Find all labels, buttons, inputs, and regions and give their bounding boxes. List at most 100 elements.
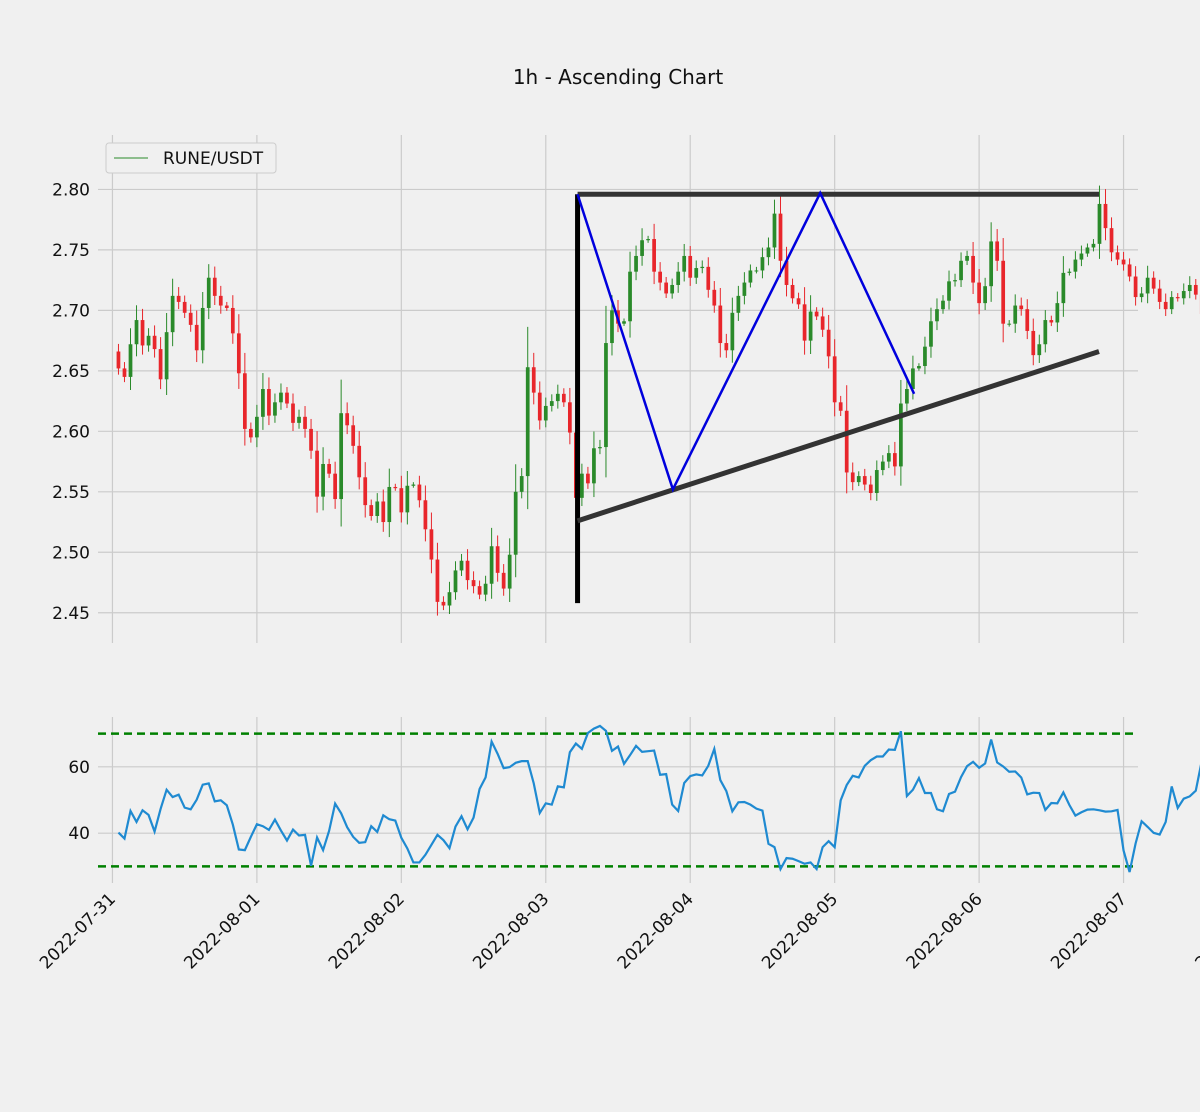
candle-body: [303, 417, 307, 429]
candle-body: [538, 393, 542, 421]
candle-body: [189, 313, 193, 325]
candle-body: [117, 352, 121, 369]
candle-body: [827, 330, 831, 357]
candle-body: [947, 281, 951, 300]
candle-body: [869, 485, 873, 493]
candle-body: [1098, 204, 1102, 244]
candle-body: [550, 401, 554, 406]
candle-body: [321, 464, 325, 497]
candle-body: [815, 312, 819, 317]
candle-body: [412, 485, 416, 486]
candle-body: [466, 561, 470, 580]
candle-body: [1092, 244, 1096, 248]
price-y-tick-label: 2.70: [52, 301, 90, 321]
candle-body: [1128, 264, 1132, 276]
candle-body: [1025, 309, 1029, 331]
candle-body: [1055, 303, 1059, 322]
candle-body: [1182, 291, 1186, 298]
candle-body: [737, 296, 741, 313]
candle-body: [670, 285, 674, 293]
candle-body: [676, 272, 680, 285]
candle-body: [953, 280, 957, 281]
candle-body: [1001, 261, 1005, 324]
candle-body: [1152, 278, 1156, 289]
candle-body: [147, 336, 151, 346]
candle-body: [965, 256, 969, 261]
candle-body: [1080, 254, 1084, 260]
candle-body: [351, 425, 355, 446]
candle-body: [399, 488, 403, 512]
candle-body: [544, 406, 548, 421]
candle-body: [430, 529, 434, 559]
candle-body: [622, 321, 626, 323]
candle-body: [905, 389, 909, 404]
candle-body: [646, 239, 650, 240]
candle-body: [863, 476, 867, 484]
candle-body: [1170, 297, 1174, 309]
candle-body: [123, 368, 127, 376]
candle-body: [857, 476, 861, 482]
candle-body: [1116, 252, 1120, 259]
candle-body: [977, 283, 981, 304]
candle-body: [1146, 278, 1150, 294]
candle-body: [219, 296, 223, 306]
price-y-tick-label: 2.80: [52, 180, 90, 200]
candle-body: [664, 283, 668, 294]
candle-body: [478, 586, 482, 594]
price-y-tick-label: 2.50: [52, 543, 90, 563]
candle-body: [327, 464, 331, 474]
candle-body: [339, 413, 343, 499]
candle-body: [604, 343, 608, 447]
candle-body: [1158, 289, 1162, 302]
candle-body: [442, 602, 446, 606]
candle-body: [881, 462, 885, 470]
candle-body: [1164, 302, 1168, 309]
candle-body: [291, 404, 295, 423]
candle-body: [532, 367, 536, 392]
candle-body: [267, 389, 271, 416]
candle-body: [201, 308, 205, 350]
candle-body: [592, 448, 596, 483]
candle-body: [749, 270, 753, 282]
candle-body: [249, 429, 253, 437]
candle-body: [213, 278, 217, 296]
candle-body: [580, 474, 584, 498]
candle-body: [773, 214, 777, 248]
candle-body: [845, 411, 849, 473]
candle-body: [1037, 344, 1041, 355]
candle-body: [195, 325, 199, 350]
candle-body: [989, 241, 993, 286]
candle-body: [1074, 260, 1078, 272]
candle-body: [724, 343, 728, 350]
candle-body: [261, 389, 265, 417]
candle-body: [1110, 228, 1114, 252]
candle-body: [1194, 285, 1198, 295]
candle-body: [694, 268, 698, 278]
candle-body: [460, 561, 464, 571]
rsi-y-tick-label: 60: [68, 758, 90, 778]
candle-body: [556, 394, 560, 401]
candle-body: [791, 285, 795, 298]
candle-body: [1104, 204, 1108, 228]
candle-body: [1140, 293, 1144, 297]
candle-body: [1188, 285, 1192, 291]
candle-body: [448, 592, 452, 605]
candle-body: [496, 546, 500, 573]
candle-body: [598, 447, 602, 448]
candle-body: [333, 474, 337, 499]
candle-body: [1019, 306, 1023, 310]
candle-body: [1122, 260, 1126, 265]
price-y-tick-label: 2.45: [52, 604, 90, 624]
candle-body: [183, 302, 187, 313]
candle-body: [490, 546, 494, 583]
candle-body: [839, 402, 843, 410]
price-y-tick-label: 2.65: [52, 362, 90, 382]
candle-body: [652, 239, 656, 272]
candle-body: [309, 429, 313, 451]
candle-body: [755, 270, 759, 271]
price-y-tick-label: 2.75: [52, 241, 90, 261]
candle-body: [514, 492, 518, 555]
candle-body: [983, 286, 987, 303]
candle-body: [418, 485, 422, 501]
